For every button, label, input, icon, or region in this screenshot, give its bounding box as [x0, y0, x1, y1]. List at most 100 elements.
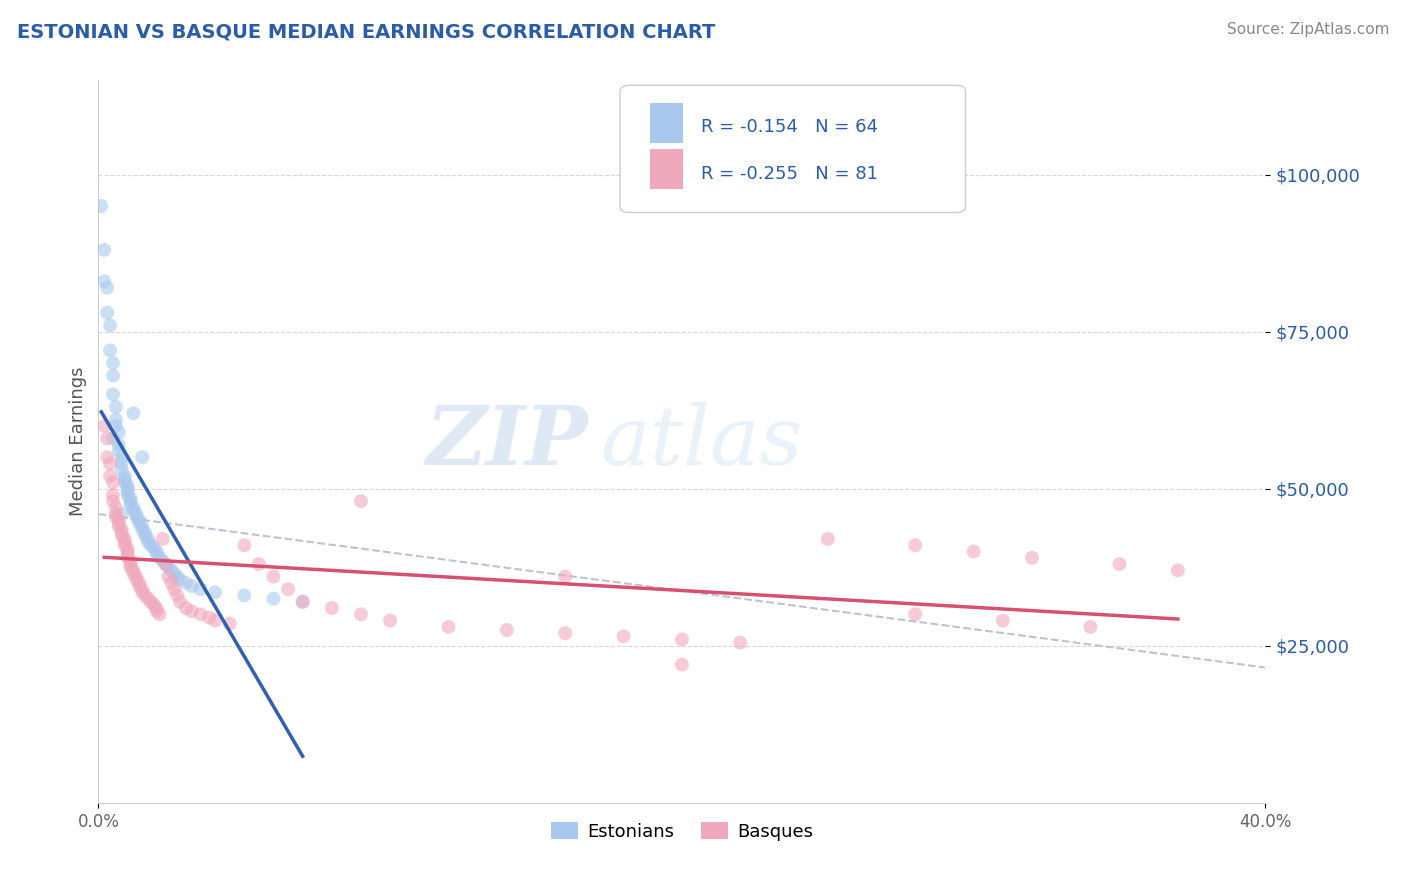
Point [169, 573, 191, 587]
Point [128, 513, 150, 527]
Point [111, 457, 134, 471]
Point [152, 532, 174, 546]
Text: atlas: atlas [600, 401, 803, 482]
Point [142, 598, 165, 612]
Point [108, 516, 131, 531]
Point [190, 607, 212, 622]
Point [125, 573, 148, 587]
Text: Source: ZipAtlas.com: Source: ZipAtlas.com [1226, 22, 1389, 37]
Point [101, 368, 124, 383]
Point [117, 488, 139, 502]
Point [554, 626, 576, 640]
Point [104, 400, 127, 414]
Point [149, 550, 172, 565]
Point [122, 503, 145, 517]
Point [962, 544, 984, 558]
Point [146, 544, 169, 558]
Point [122, 406, 145, 420]
Point [120, 554, 142, 568]
Point [101, 488, 124, 502]
Point [117, 541, 139, 556]
Point [120, 491, 142, 505]
Point [139, 538, 162, 552]
Point [163, 582, 186, 597]
Point [146, 604, 169, 618]
Point [204, 614, 226, 628]
Point [166, 569, 188, 583]
Point [98, 343, 121, 358]
Point [157, 560, 180, 574]
Point [108, 444, 131, 458]
Point [120, 560, 142, 574]
Point [111, 523, 134, 537]
Point [104, 507, 127, 521]
Point [101, 387, 124, 401]
Point [96, 450, 118, 465]
Point [93, 418, 115, 433]
Point [108, 438, 131, 452]
Point [904, 607, 927, 622]
Point [554, 569, 576, 583]
Point [233, 589, 256, 603]
Point [128, 575, 150, 590]
Point [233, 538, 256, 552]
Point [142, 541, 165, 556]
Point [136, 532, 159, 546]
Point [125, 507, 148, 521]
Point [1108, 557, 1130, 571]
Text: ESTONIAN VS BASQUE MEDIAN EARNINGS CORRELATION CHART: ESTONIAN VS BASQUE MEDIAN EARNINGS CORRE… [17, 22, 716, 41]
Point [104, 418, 127, 433]
Point [117, 548, 139, 562]
Point [111, 463, 134, 477]
Point [111, 529, 134, 543]
Point [321, 601, 343, 615]
Point [93, 243, 115, 257]
Point [96, 280, 118, 294]
Point [122, 566, 145, 581]
Point [96, 306, 118, 320]
Point [125, 569, 148, 583]
Point [128, 516, 150, 531]
Point [98, 318, 121, 333]
Point [114, 535, 136, 549]
Point [262, 569, 284, 583]
Point [380, 614, 402, 628]
Point [350, 494, 373, 508]
Point [131, 450, 153, 465]
Y-axis label: Median Earnings: Median Earnings [69, 367, 87, 516]
Point [146, 601, 169, 615]
Point [108, 425, 131, 439]
Point [277, 582, 299, 597]
Point [350, 607, 373, 622]
Point [291, 595, 314, 609]
Point [104, 412, 127, 426]
Point [114, 538, 136, 552]
Point [131, 523, 153, 537]
Point [671, 657, 693, 672]
Point [991, 614, 1014, 628]
Point [101, 475, 124, 490]
Point [155, 557, 177, 571]
Bar [651, 149, 683, 189]
Point [155, 557, 177, 571]
Point [204, 585, 226, 599]
Point [122, 563, 145, 577]
Point [190, 582, 212, 597]
FancyBboxPatch shape [620, 86, 966, 212]
Legend: Estonians, Basques: Estonians, Basques [544, 815, 820, 848]
Point [612, 629, 634, 643]
Text: R = -0.154   N = 64: R = -0.154 N = 64 [700, 119, 877, 136]
Point [122, 500, 145, 515]
Point [120, 557, 142, 571]
Point [117, 484, 139, 499]
Point [114, 532, 136, 546]
Point [108, 513, 131, 527]
Point [160, 563, 183, 577]
Point [174, 575, 197, 590]
Point [114, 472, 136, 486]
Point [134, 529, 156, 543]
Point [98, 469, 121, 483]
Point [128, 579, 150, 593]
Point [104, 510, 127, 524]
Text: ZIP: ZIP [426, 401, 589, 482]
